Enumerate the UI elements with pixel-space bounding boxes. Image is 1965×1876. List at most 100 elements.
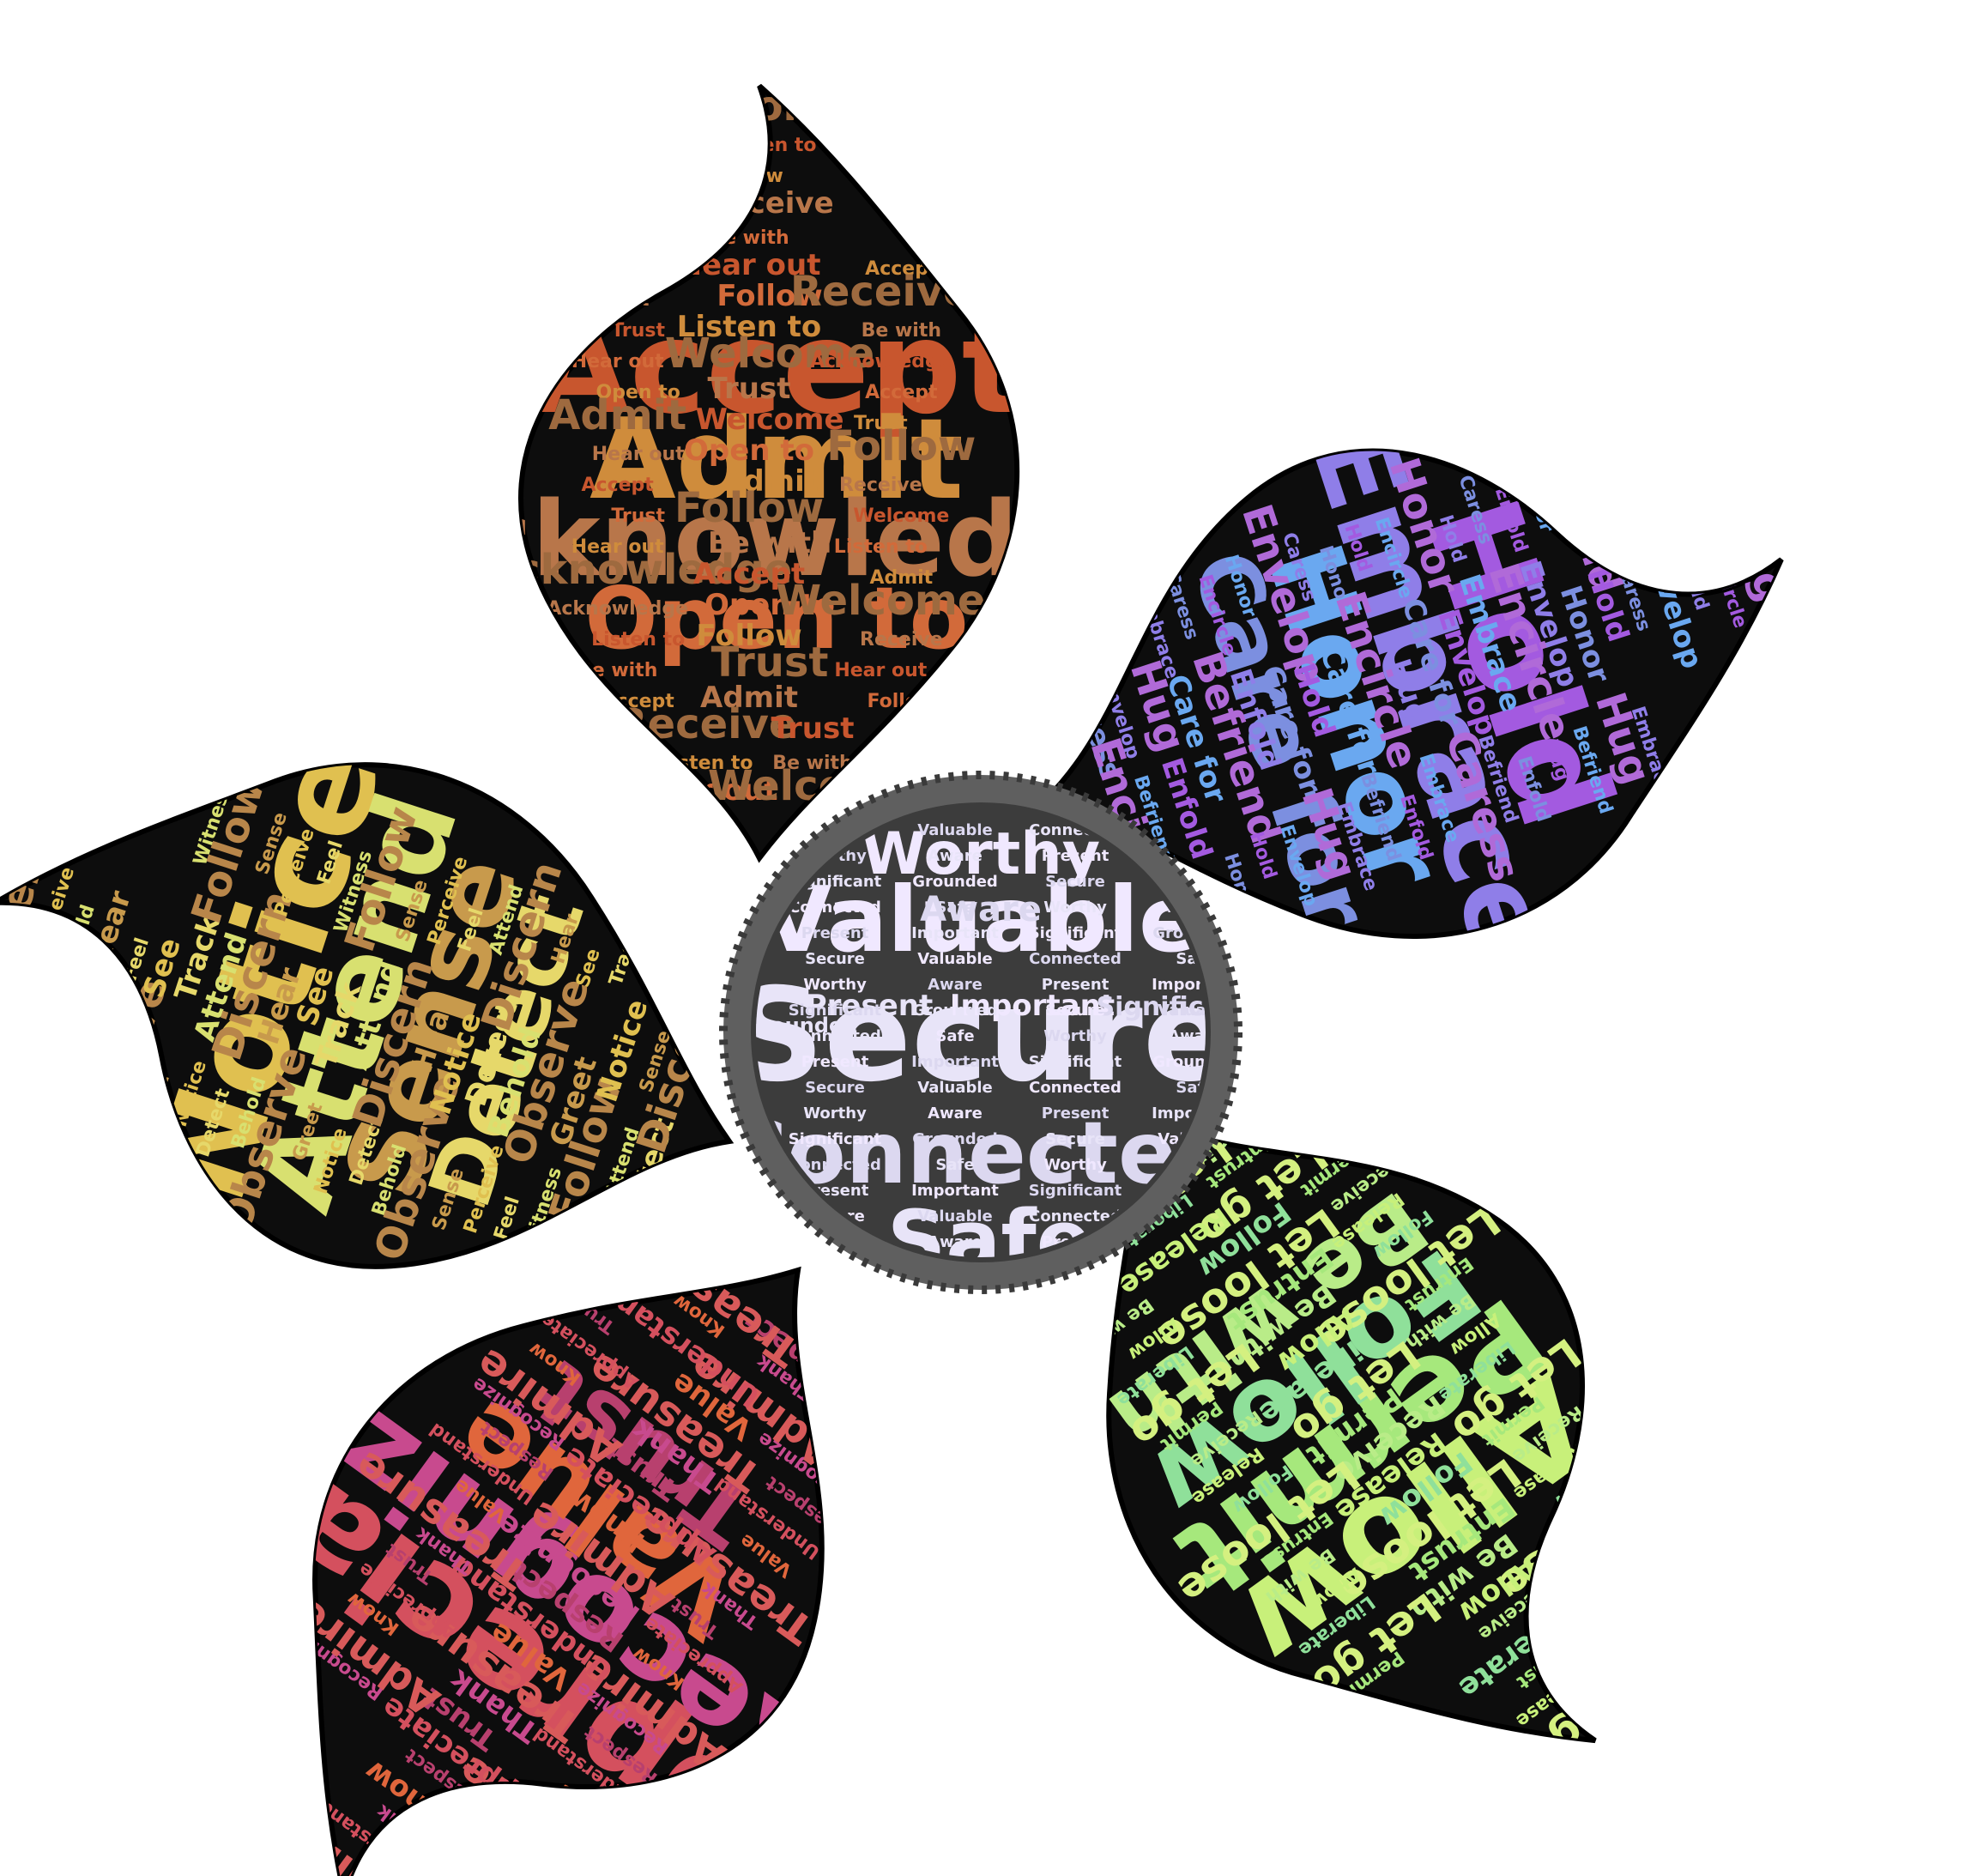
word: Aware — [928, 847, 982, 865]
word: Trust — [711, 638, 829, 687]
word: Connected — [789, 1027, 881, 1045]
word: Open to — [684, 433, 814, 468]
word: Safe — [935, 1027, 974, 1045]
word: Open to — [585, 568, 969, 669]
word: Be with — [708, 526, 831, 560]
word: Important — [950, 989, 1115, 1023]
word: Be with — [862, 320, 941, 342]
word: Valuable — [762, 868, 1200, 972]
word: Secure — [1045, 1130, 1105, 1148]
word: Significant — [1029, 924, 1122, 942]
word: Trust — [708, 372, 791, 406]
word: Welcome — [644, 82, 854, 130]
word: Be with — [709, 227, 789, 249]
petal-words: NoticeAttendSenseDetectDiscernPerceiveBe… — [0, 729, 727, 1267]
word: Acknowledge — [391, 481, 1162, 600]
word: Important — [911, 1053, 999, 1071]
word: Valuable — [1158, 1002, 1233, 1020]
word: Worthy — [1043, 1156, 1107, 1174]
word: Important — [1152, 976, 1239, 994]
word: Hear out — [571, 536, 664, 558]
word: Admit — [700, 681, 798, 715]
word: Trust — [611, 320, 665, 342]
word: Valuable — [917, 1079, 993, 1097]
word: Welcome — [695, 402, 843, 437]
word: Significant — [789, 1130, 882, 1148]
word: Secure — [731, 961, 1230, 1110]
word: Important — [911, 924, 999, 942]
word: Follow — [715, 166, 783, 187]
word: Present — [801, 924, 869, 942]
word: Trust — [854, 413, 908, 434]
word: Significant — [789, 1002, 882, 1020]
word: Present — [806, 989, 934, 1023]
word: Admit — [548, 391, 686, 439]
word: Connected — [1029, 1079, 1122, 1097]
center-disc: SecureValuableConnectedSafeWorthyAwarePr… — [719, 771, 1252, 1294]
word: Discern — [0, 828, 61, 1009]
word: Present — [1042, 1104, 1109, 1123]
word: Receive — [839, 475, 922, 496]
word: Connected — [789, 899, 881, 917]
word: Welcome — [853, 505, 949, 527]
word: Connected — [1029, 950, 1122, 968]
word: Hear out — [834, 660, 927, 681]
word: Secure — [805, 950, 865, 968]
word: Aware — [920, 890, 1042, 929]
word: Trust — [771, 711, 855, 746]
word: Valuable — [917, 1207, 993, 1225]
word: Safe — [935, 899, 974, 917]
petal-left: NoticeAttendSenseDetectDiscernPerceiveBe… — [0, 657, 809, 1368]
word: Secure — [805, 1079, 865, 1097]
word: Aware — [928, 976, 982, 994]
word: Open to — [704, 588, 835, 622]
word: Acknowledge — [484, 546, 792, 594]
word: Listen to — [677, 310, 822, 344]
word: Secure — [1045, 873, 1105, 891]
word: Valuable — [917, 821, 993, 839]
word: Connected — [1029, 1207, 1122, 1225]
word: Connected — [724, 1103, 1238, 1203]
center-fill — [751, 802, 1211, 1262]
word: Acknowledge — [810, 351, 952, 372]
word: Significant — [1029, 1182, 1122, 1200]
word: Admit — [586, 289, 650, 311]
word: Welcome — [665, 330, 874, 378]
word: Admit — [590, 394, 964, 524]
word: Admit — [721, 464, 819, 499]
word: Trust — [611, 505, 665, 527]
word: Worthy — [803, 1104, 867, 1123]
word: Welcome — [776, 577, 985, 625]
word: Greet — [136, 1072, 174, 1135]
word: Observe — [71, 973, 176, 1171]
word: Worthy — [803, 976, 867, 994]
word: Aware — [928, 1233, 982, 1251]
word: Accept — [865, 382, 938, 403]
word: Important — [911, 1182, 999, 1200]
word: Significant — [1029, 1053, 1122, 1071]
word: Open to — [596, 382, 680, 403]
word: Listen to — [591, 629, 685, 651]
word: Worthy — [1043, 1027, 1107, 1045]
word: Present — [801, 1053, 869, 1071]
word: Admit — [869, 567, 933, 589]
word: Valuable — [917, 950, 993, 968]
word: Grounded — [912, 1130, 998, 1148]
word: Grounded — [912, 1002, 998, 1020]
word: Grounded — [912, 873, 998, 891]
word: Hear out — [571, 351, 664, 372]
word: Trust — [579, 237, 697, 285]
word: Aware — [1168, 1027, 1223, 1045]
word: Grounded — [744, 1014, 858, 1038]
center-words: SecureValuableConnectedSafeWorthyAwarePr… — [724, 820, 1252, 1257]
word: Receive — [860, 629, 943, 651]
word: Receive — [705, 186, 833, 221]
word: Follow — [696, 619, 801, 653]
word: Significant — [1097, 992, 1252, 1022]
word: Hear out — [592, 444, 685, 465]
word: Follow — [826, 422, 976, 470]
word: Worthy — [862, 820, 1100, 888]
